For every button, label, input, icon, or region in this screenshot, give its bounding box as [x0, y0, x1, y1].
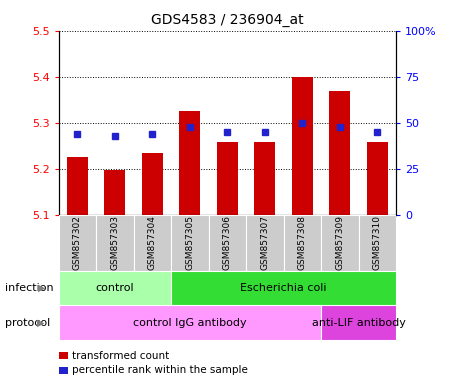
- Text: GSM857308: GSM857308: [298, 215, 307, 270]
- Bar: [284, 215, 321, 271]
- Bar: [254, 142, 275, 215]
- Bar: [329, 91, 350, 215]
- Bar: [58, 271, 171, 305]
- Bar: [171, 215, 208, 271]
- Bar: [180, 111, 200, 215]
- Text: ▶: ▶: [37, 318, 45, 328]
- Text: GSM857307: GSM857307: [260, 215, 269, 270]
- Text: infection: infection: [4, 283, 53, 293]
- Bar: [58, 215, 96, 271]
- Text: GSM857302: GSM857302: [73, 215, 82, 270]
- Bar: [217, 142, 238, 215]
- Text: GSM857306: GSM857306: [223, 215, 232, 270]
- Text: ▶: ▶: [38, 283, 46, 293]
- Bar: [367, 142, 387, 215]
- Bar: [134, 215, 171, 271]
- Text: GSM857304: GSM857304: [148, 215, 157, 270]
- Text: percentile rank within the sample: percentile rank within the sample: [72, 365, 248, 375]
- Text: GSM857310: GSM857310: [373, 215, 382, 270]
- Text: protocol: protocol: [4, 318, 50, 328]
- Text: control: control: [95, 283, 134, 293]
- Text: anti-LIF antibody: anti-LIF antibody: [311, 318, 405, 328]
- Bar: [292, 77, 313, 215]
- Bar: [359, 215, 396, 271]
- Text: GSM857303: GSM857303: [110, 215, 119, 270]
- Title: GDS4583 / 236904_at: GDS4583 / 236904_at: [151, 13, 304, 27]
- Text: transformed count: transformed count: [72, 351, 169, 361]
- Bar: [208, 215, 246, 271]
- Bar: [171, 271, 396, 305]
- Bar: [104, 170, 125, 215]
- Text: GSM857309: GSM857309: [335, 215, 344, 270]
- Text: GSM857305: GSM857305: [185, 215, 194, 270]
- Bar: [58, 305, 321, 340]
- Text: Escherichia coli: Escherichia coli: [240, 283, 327, 293]
- Bar: [246, 215, 284, 271]
- Bar: [321, 305, 396, 340]
- Bar: [67, 157, 88, 215]
- Text: control IgG antibody: control IgG antibody: [133, 318, 247, 328]
- Bar: [96, 215, 134, 271]
- Bar: [321, 215, 359, 271]
- Bar: [142, 153, 162, 215]
